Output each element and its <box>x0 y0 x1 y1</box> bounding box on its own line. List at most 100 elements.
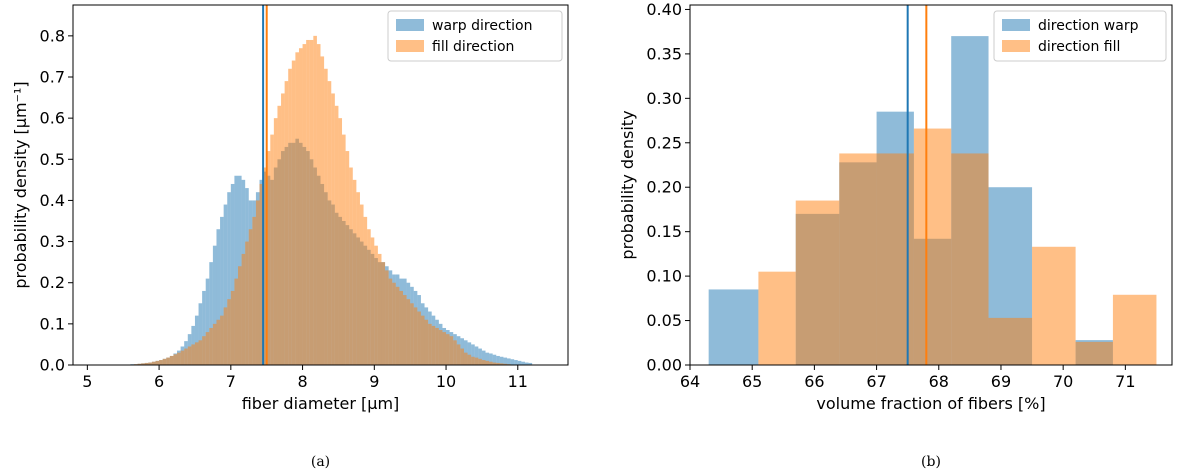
legend-swatch-warp <box>396 19 424 31</box>
bar-fill-34 <box>252 216 256 365</box>
y-tick-label-0.15: 0.15 <box>646 222 682 241</box>
bar-warp-30 <box>230 183 235 365</box>
bar-fill-3 <box>141 363 145 365</box>
y-tick-label-0.6: 0.6 <box>40 109 65 128</box>
y-tick-label-0.4: 0.40 <box>646 0 682 19</box>
bar-fill-96 <box>474 357 479 365</box>
bar-fill-55 <box>327 81 332 365</box>
legend-box <box>387 10 563 62</box>
bar-fill-45 <box>291 60 296 366</box>
bar-fill-33 <box>248 229 253 365</box>
caption-a: (a) <box>311 454 330 470</box>
bar-fill-32 <box>245 241 249 365</box>
bar-warp-113 <box>528 362 533 365</box>
bar-fill-81 <box>420 315 425 365</box>
mean-lines <box>906 5 928 365</box>
bar-fill-65 <box>363 216 368 365</box>
legend: direction warp direction fill <box>993 10 1167 62</box>
panel-b: 64 65 66 67 68 69 70 71 0.00 0.05 0.10 0.15 0.20 0.2… <box>618 0 1173 470</box>
y-tick-label-0: 0.0 <box>40 356 65 375</box>
bar-warp-22 <box>202 290 206 365</box>
bar-fill-11 <box>169 355 174 365</box>
bar-fill-42 <box>281 93 285 365</box>
bar-fill-36 <box>259 183 264 365</box>
panel-a: 5 6 7 8 9 10 11 0.0 0.1 0.2 0.3 0.4 0.5 0.6 0.7 0.8 fi… <box>11 4 569 470</box>
y-tick-label-0.2: 0.2 <box>40 273 65 292</box>
bar-fill-15 <box>184 348 188 365</box>
bar-fill-92 <box>460 348 464 365</box>
bar-fill-48 <box>302 44 307 365</box>
bar-fill-44 <box>288 68 292 366</box>
x-axis-label: fiber diameter [μm] <box>242 394 400 413</box>
x-tick-label-11: 11 <box>508 372 528 391</box>
bar-fill-4 <box>144 362 149 365</box>
bar-fill-18 <box>194 342 199 365</box>
legend-swatch-fill <box>1002 40 1030 52</box>
bar-warp-107 <box>507 358 511 365</box>
x-axis-ticks: 5 6 7 8 9 10 11 <box>82 365 528 391</box>
bar-fill-40 <box>273 118 278 366</box>
bar-warp-25 <box>212 245 217 365</box>
bar-fill-93 <box>463 352 468 365</box>
y-tick-label-0.8: 0.8 <box>40 26 65 45</box>
bar-fill-75 <box>399 290 403 365</box>
bar-fill-26 <box>223 307 228 365</box>
bar-warp-28 <box>223 204 228 365</box>
y-tick-label-0.5: 0.5 <box>40 150 65 169</box>
bar-warp-109 <box>514 360 518 365</box>
bar-fill-47 <box>298 48 303 365</box>
bar-warp-31 <box>234 175 238 365</box>
y-axis-ticks: 0.0 0.1 0.2 0.3 0.4 0.5 0.6 0.7 0.8 <box>40 26 73 375</box>
bar-fill-71 <box>385 270 389 365</box>
bar-fill-37 <box>263 167 267 365</box>
bar-fill-49 <box>306 39 310 365</box>
x-tick-label-8: 8 <box>297 372 307 391</box>
bar-fill-20 <box>202 336 206 365</box>
bar-fill-22 <box>209 327 213 365</box>
bar-fill-101 <box>492 362 497 365</box>
legend-label-warp: direction warp <box>1038 18 1139 34</box>
bar-fill-74 <box>395 286 400 365</box>
y-tick-label-0.05: 0.05 <box>646 311 682 330</box>
x-tick-label-69: 69 <box>991 372 1011 391</box>
bar-fill-9 <box>1112 294 1157 365</box>
bar-warp-104 <box>496 355 500 365</box>
y-tick-label-0.25: 0.25 <box>646 133 682 152</box>
legend-swatch-warp <box>1002 19 1030 31</box>
y-axis-label: probability density [μm⁻¹] <box>11 81 30 288</box>
bar-warp-110 <box>517 360 522 365</box>
bar-fill-12 <box>173 354 178 365</box>
bar-fill-59 <box>342 134 346 365</box>
bar-fill-94 <box>467 354 472 365</box>
bar-warp-29 <box>227 192 231 365</box>
bar-fill-89 <box>449 336 454 365</box>
bar-fill-19 <box>198 340 203 365</box>
x-tick-label-68: 68 <box>929 372 949 391</box>
bar-fill-88 <box>446 334 450 365</box>
bar-fill-46 <box>295 52 299 366</box>
bar-fill-73 <box>392 282 396 365</box>
bar-fill-58 <box>338 118 343 366</box>
bar-fill-103 <box>499 363 504 365</box>
bar-fill-43 <box>284 81 289 365</box>
bar-fill-16 <box>187 346 192 365</box>
bar-fill-54 <box>324 68 328 366</box>
y-tick-label-0.4: 0.4 <box>40 191 65 210</box>
bar-warp-97 <box>471 344 475 365</box>
bar-fill-50 <box>309 39 314 365</box>
mean-lines <box>262 5 268 365</box>
bar-fill-1 <box>795 200 840 365</box>
bar-fill-52 <box>316 44 321 365</box>
bar-warp-100 <box>481 350 486 365</box>
x-tick-label-9: 9 <box>369 372 379 391</box>
bar-fill-62 <box>352 179 357 365</box>
bar-fill-7 <box>1032 246 1076 365</box>
bar-fill-13 <box>177 352 181 365</box>
bar-fill-84 <box>431 325 436 365</box>
bar-fill-76 <box>403 295 407 365</box>
bar-fill-80 <box>417 311 421 365</box>
bar-warp-112 <box>524 362 529 365</box>
bar-fill-2 <box>137 363 142 365</box>
bar-fill-79 <box>413 307 418 365</box>
